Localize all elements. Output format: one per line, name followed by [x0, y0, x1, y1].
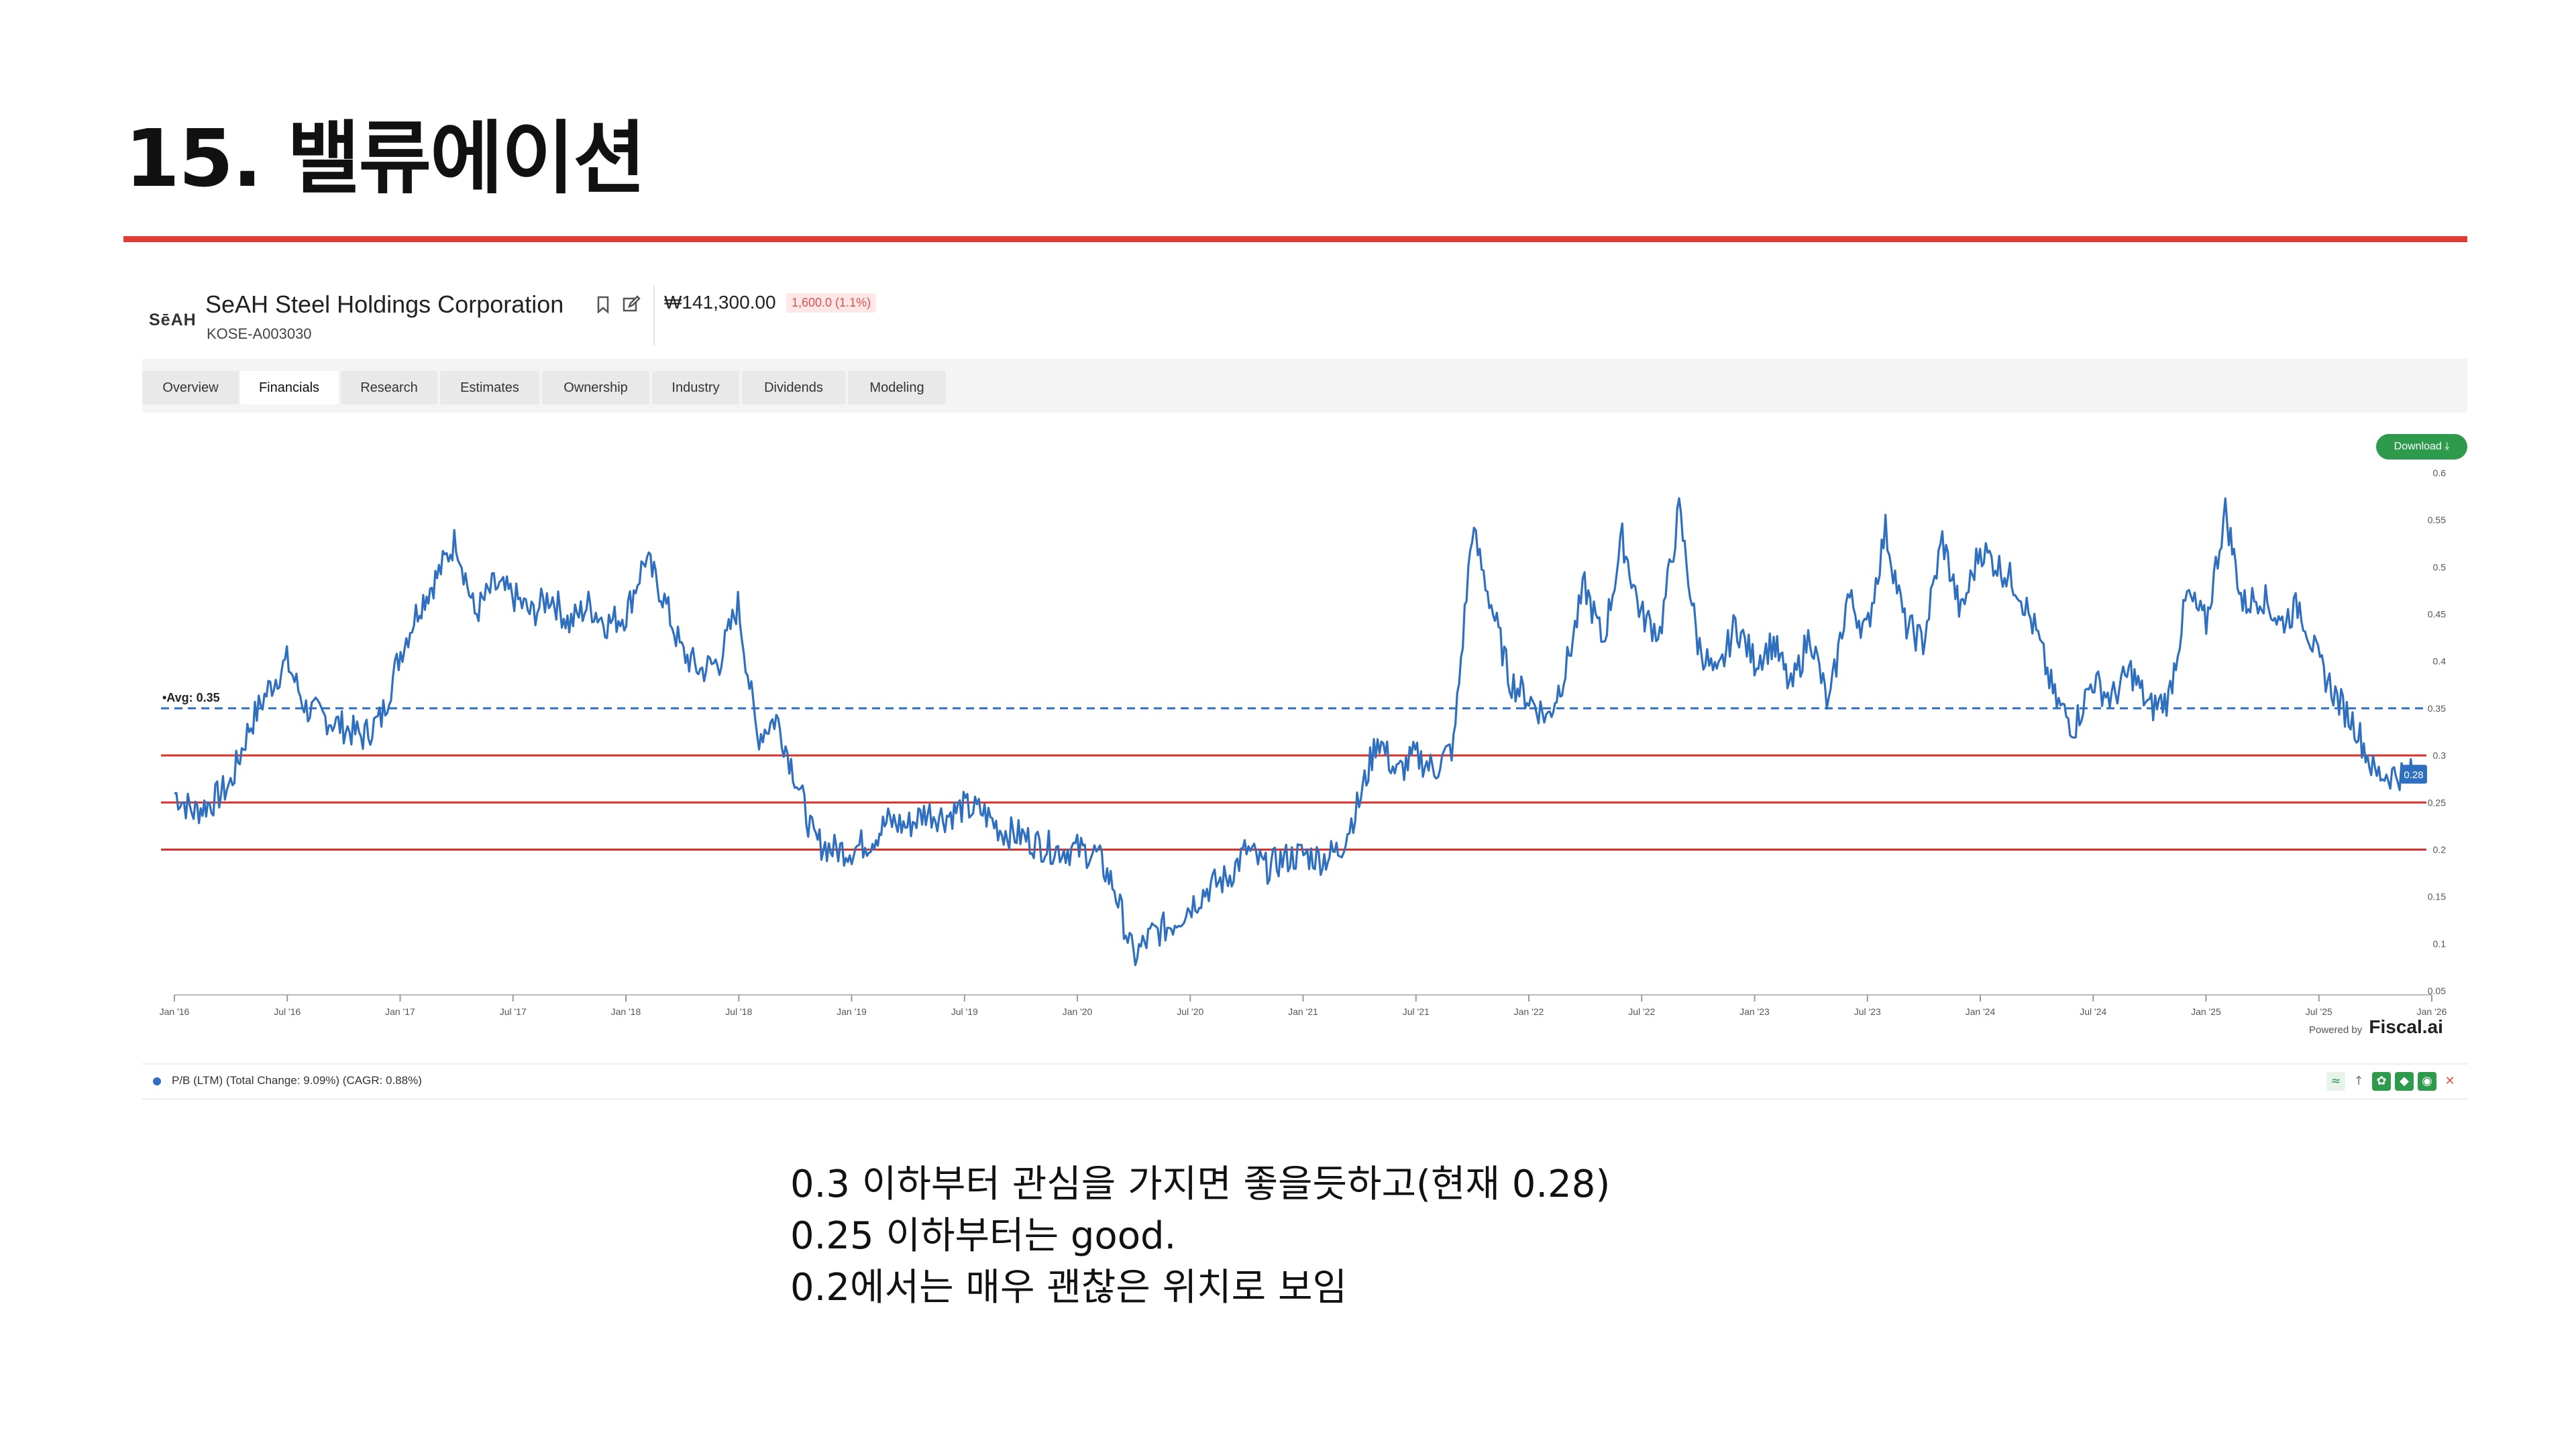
average-label: •Avg: 0.35	[162, 691, 220, 704]
legend-bar: P/B (LTM) (Total Change: 9.09%) (CAGR: 0…	[142, 1063, 2467, 1099]
x-tick-label: Jan '17	[385, 1006, 415, 1017]
x-tick-label: Jan '24	[1966, 1006, 1996, 1017]
powered-by: Powered by Fiscal.ai	[2309, 1016, 2443, 1038]
x-tick-label: Jul '16	[274, 1006, 301, 1017]
x-tick-label: Jan '22	[1514, 1006, 1544, 1017]
company-name: SeAH Steel Holdings Corporation	[205, 290, 564, 318]
ticker-symbol: KOSE-A003030	[207, 325, 312, 342]
company-logo: SēAH	[149, 311, 197, 329]
download-button[interactable]: Download ⤓	[2376, 434, 2467, 460]
x-tick-label: Jan '26	[2417, 1006, 2447, 1017]
stock-price: ₩141,300.00	[664, 292, 776, 313]
slide-title: 15. 밸류에이션	[125, 112, 646, 205]
y-tick-label: 0.3	[2433, 750, 2447, 761]
y-tick-label: 0.05	[2428, 985, 2446, 996]
current-value-badge	[2400, 765, 2427, 784]
current-value-label: 0.28	[2404, 769, 2423, 781]
x-tick-label: Jan '19	[837, 1006, 867, 1017]
x-tick-label: Jul '23	[1854, 1006, 1881, 1017]
fiscal-ai-logo[interactable]: Fiscal.ai	[2369, 1016, 2443, 1037]
tab-dividends[interactable]: Dividends	[742, 371, 845, 405]
tab-estimates[interactable]: Estimates	[440, 371, 539, 405]
tab-industry[interactable]: Industry	[652, 371, 739, 405]
tag-icon[interactable]: ◆	[2395, 1072, 2414, 1091]
x-tick-label: Jul '24	[2080, 1006, 2106, 1017]
trendline-icon[interactable]: ≈	[2326, 1072, 2345, 1091]
x-tick-label: Jul '20	[1177, 1006, 1203, 1017]
x-tick-label: Jan '23	[1739, 1006, 1770, 1017]
note-line-1: 0.3 이하부터 관심을 가지면 좋을듯하고(현재 0.28)	[790, 1163, 1611, 1206]
tab-financials[interactable]: Financials	[240, 371, 338, 405]
note-line-3: 0.2에서는 매우 괜찮은 위치로 보임	[790, 1266, 1348, 1309]
powered-by-label: Powered by	[2309, 1024, 2363, 1036]
close-icon[interactable]: ✕	[2440, 1072, 2459, 1091]
tab-ownership[interactable]: Ownership	[542, 371, 649, 405]
settings-icon[interactable]: ✿	[2372, 1072, 2391, 1091]
y-tick-label: 0.25	[2428, 797, 2446, 808]
tab-overview[interactable]: Overview	[142, 371, 239, 405]
x-tick-label: Jul '25	[2306, 1006, 2332, 1017]
x-tick-label: Jul '18	[725, 1006, 752, 1017]
nav-tabs: Overview Financials Research Estimates O…	[142, 359, 2467, 413]
pb-series-line	[174, 497, 2414, 967]
x-tick-label: Jul '22	[1628, 1006, 1655, 1017]
x-tick-label: Jan '18	[611, 1006, 641, 1017]
y-tick-label: 0.1	[2433, 938, 2447, 949]
title-divider	[123, 236, 2467, 242]
bookmark-icon[interactable]	[593, 294, 613, 315]
tab-modeling[interactable]: Modeling	[848, 371, 946, 405]
price-change-badge: 1,600.0 (1.1%)	[786, 293, 877, 313]
note-line-2: 0.25 이하부터는 good.	[790, 1214, 1177, 1258]
y-tick-label: 0.35	[2428, 703, 2446, 714]
x-tick-label: Jul '19	[951, 1006, 978, 1017]
x-tick-label: Jan '25	[2191, 1006, 2221, 1017]
fiscal-ai-screenshot: SēAH SeAH Steel Holdings Corporation KOS…	[142, 278, 2467, 1100]
sort-icon[interactable]: ↑	[2349, 1072, 2368, 1091]
edit-icon[interactable]	[621, 294, 641, 315]
y-tick-label: 0.55	[2428, 515, 2446, 525]
header-divider	[653, 285, 655, 345]
y-tick-label: 0.6	[2433, 468, 2447, 478]
x-tick-label: Jan '20	[1063, 1006, 1093, 1017]
x-tick-label: Jul '21	[1403, 1006, 1430, 1017]
eye-icon[interactable]: ◉	[2418, 1072, 2436, 1091]
pb-ratio-chart: Jan '16 Jul '16 Jan '17 Jul '17 Jan '18 Jul '…	[160, 468, 2447, 1017]
x-tick-label: Jul '17	[500, 1006, 527, 1017]
y-tick-label: 0.4	[2433, 656, 2447, 667]
legend-series-label[interactable]: P/B (LTM) (Total Change: 9.09%) (CAGR: 0…	[172, 1074, 422, 1087]
x-tick-label: Jan '21	[1288, 1006, 1318, 1017]
y-tick-label: 0.45	[2428, 609, 2446, 620]
x-tick-label: Jan '16	[160, 1006, 190, 1017]
series-color-dot	[153, 1077, 161, 1085]
y-tick-label: 0.5	[2433, 561, 2447, 572]
y-tick-label: 0.2	[2433, 844, 2447, 855]
company-header: SēAH SeAH Steel Holdings Corporation KOS…	[142, 278, 2467, 352]
tab-research[interactable]: Research	[341, 371, 437, 405]
y-tick-label: 0.15	[2428, 892, 2446, 902]
